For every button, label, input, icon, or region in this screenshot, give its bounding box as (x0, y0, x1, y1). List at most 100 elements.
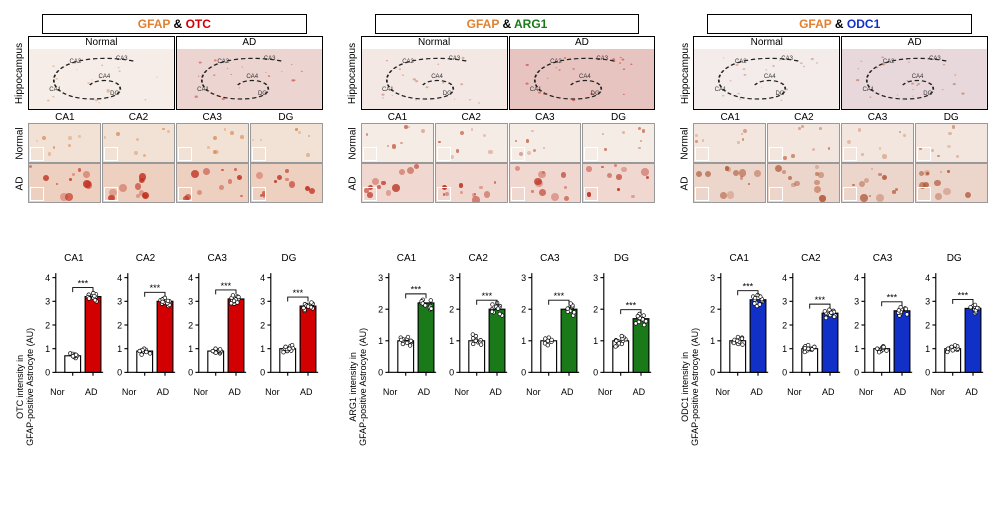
svg-text:4: 4 (117, 273, 122, 283)
svg-text:2: 2 (378, 305, 383, 315)
svg-text:0: 0 (45, 368, 50, 378)
chart-ylabel: ODC1 intensity inGFAP-positive Astrocyte… (677, 377, 705, 397)
hippo-subregion-label: DG (923, 91, 932, 97)
micrograph-tile (102, 163, 175, 203)
chart-region-title: CA2 (136, 253, 155, 264)
condition-label: Normal (29, 37, 174, 49)
hippocampus-row: HippocampusNormalCA1CA2CA3CA4DGADCA1CA2C… (12, 36, 323, 110)
svg-text:2: 2 (188, 320, 193, 330)
bar-chart: DG01234***NorAD (920, 253, 988, 397)
micrograph-tile (176, 163, 249, 203)
hippocampus-panel: ADCA1CA2CA3CA4DG (509, 36, 656, 110)
hippo-subregion-label: CA3 (449, 56, 461, 62)
svg-text:1: 1 (593, 336, 598, 346)
svg-text:1: 1 (521, 336, 526, 346)
region-label: CA1 (361, 112, 435, 123)
bar-chart: CA201234***NorAD (112, 253, 180, 397)
svg-text:1: 1 (710, 336, 715, 346)
micrograph-row: Normal (677, 123, 988, 163)
hippo-subregion-label: CA2 (735, 59, 747, 65)
region-label: CA2 (102, 112, 176, 123)
row-condition-label: AD (677, 163, 693, 203)
hippo-subregion-label: CA2 (217, 59, 229, 65)
micrograph-tile (250, 123, 323, 163)
region-label: CA3 (508, 112, 582, 123)
svg-text:0: 0 (854, 368, 859, 378)
svg-text:2: 2 (782, 320, 787, 330)
svg-text:4: 4 (925, 273, 930, 283)
bar-chart: DG0123***NorAD (588, 253, 656, 397)
svg-text:4: 4 (260, 273, 265, 283)
hippocampus-panel: NormalCA1CA2CA3CA4DG (28, 36, 175, 110)
chart-region-title: CA2 (468, 253, 487, 264)
condition-label: Normal (362, 37, 507, 49)
chart-x-labels: NorAD (40, 387, 108, 397)
row-condition-label: Normal (345, 123, 361, 163)
micrograph-tile (841, 163, 914, 203)
hippo-subregion-label: CA3 (116, 56, 128, 62)
micrograph-tile (693, 163, 766, 203)
svg-text:***: *** (482, 291, 493, 301)
svg-text:***: *** (625, 301, 636, 311)
hippo-subregion-label: CA2 (550, 59, 562, 65)
region-label: DG (249, 112, 323, 123)
chart-ylabel: ARG1 intensity inGFAP-positive Astrocyte… (345, 377, 373, 397)
micrograph-tile (582, 123, 655, 163)
hippocampus-panel: ADCA1CA2CA3CA4DG (176, 36, 323, 110)
svg-text:1: 1 (782, 344, 787, 354)
micrograph-tile (767, 163, 840, 203)
chart-x-labels: NorAD (849, 387, 917, 397)
condition-label: Normal (694, 37, 839, 49)
svg-text:3: 3 (117, 297, 122, 307)
micrograph-row: Normal (12, 123, 323, 163)
region-label: CA1 (28, 112, 102, 123)
chart-ylabel: OTC intensity inGFAP-positive Astrocyte … (12, 377, 40, 397)
chart-x-labels: NorAD (444, 387, 512, 397)
hippo-subregion-label: CA4 (99, 74, 111, 80)
micrograph-tile (361, 123, 434, 163)
bar-chart: DG01234***NorAD (255, 253, 323, 397)
svg-text:***: *** (149, 283, 160, 293)
row-condition-label: Normal (677, 123, 693, 163)
svg-text:3: 3 (45, 297, 50, 307)
hippo-subregion-label: CA4 (431, 74, 443, 80)
chart-x-labels: NorAD (112, 387, 180, 397)
micrograph-tile (509, 123, 582, 163)
svg-text:***: *** (815, 295, 826, 305)
bar-chart: CA20123***NorAD (444, 253, 512, 397)
region-label: CA2 (434, 112, 508, 123)
svg-text:4: 4 (782, 273, 787, 283)
svg-text:3: 3 (378, 273, 383, 283)
hippo-subregion-label: CA3 (596, 56, 608, 62)
svg-text:1: 1 (854, 344, 859, 354)
hippo-subregion-label: DG (775, 91, 784, 97)
hippo-subregion-label: DG (258, 91, 267, 97)
chart-region-title: CA1 (397, 253, 416, 264)
micrograph-tile (582, 163, 655, 203)
micrograph-tile (509, 163, 582, 203)
region-header: CA1CA2CA3DG (693, 112, 988, 123)
charts-row: ARG1 intensity inGFAP-positive Astrocyte… (345, 237, 656, 397)
hippo-subregion-label: DG (443, 91, 452, 97)
hippo-subregion-label: CA4 (912, 74, 924, 80)
chart-region-title: DG (614, 253, 629, 264)
chart-x-labels: NorAD (516, 387, 584, 397)
svg-text:***: *** (293, 288, 304, 298)
micrograph-tile (28, 123, 101, 163)
hippo-subregion-label: CA1 (197, 87, 209, 93)
micrograph-tile (435, 163, 508, 203)
stain-header: GFAP & OTC (42, 14, 307, 34)
hippo-subregion-label: CA2 (402, 59, 414, 65)
chart-x-labels: NorAD (705, 387, 773, 397)
micrograph-tile (361, 163, 434, 203)
figure-column: GFAP & ODC1HippocampusNormalCA1CA2CA3CA4… (677, 14, 988, 397)
stain-header: GFAP & ARG1 (375, 14, 640, 34)
svg-text:2: 2 (710, 305, 715, 315)
svg-text:3: 3 (260, 297, 265, 307)
svg-text:3: 3 (782, 297, 787, 307)
svg-text:1: 1 (117, 344, 122, 354)
figure-column: GFAP & ARG1HippocampusNormalCA1CA2CA3CA4… (345, 14, 656, 397)
svg-text:1: 1 (188, 344, 193, 354)
svg-text:1: 1 (925, 344, 930, 354)
svg-text:3: 3 (710, 273, 715, 283)
